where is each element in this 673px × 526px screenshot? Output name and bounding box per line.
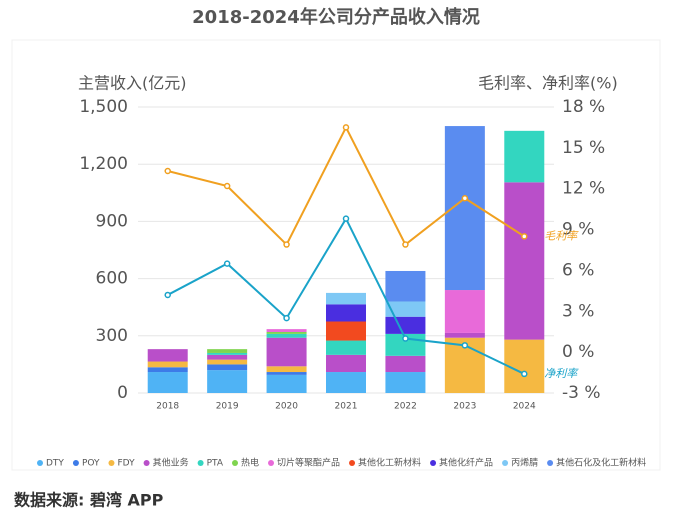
legend-swatch — [143, 460, 150, 466]
x-tick-label: 2022 — [394, 402, 417, 412]
x-tick-label: 2019 — [216, 402, 239, 412]
bar-segment — [207, 364, 248, 371]
source: 数据来源: 碧湾 APP — [14, 491, 164, 510]
y-tick-label: 0 — [117, 383, 128, 403]
bar-segment — [207, 352, 248, 355]
bar-segment — [385, 372, 426, 393]
bar-segment — [266, 331, 307, 334]
plot-panel — [11, 39, 661, 471]
bar-segment — [504, 182, 545, 340]
line-point — [283, 241, 290, 248]
legend-swatch — [349, 460, 356, 466]
bar-segment — [385, 270, 426, 302]
bar-segment — [326, 321, 366, 341]
legend-swatch — [430, 460, 437, 466]
bar-segment — [326, 304, 366, 322]
y-tick-label: 300 — [96, 326, 128, 346]
x-tick-label: 2020 — [275, 402, 298, 412]
x-tick-label: 2024 — [513, 402, 536, 412]
bar-segment — [147, 367, 188, 373]
legend-swatch — [37, 460, 43, 466]
line-point — [402, 335, 409, 342]
x-tick-label: 2021 — [335, 402, 358, 412]
legend-swatch — [232, 460, 238, 466]
y2-tick-label: 6 % — [562, 260, 594, 280]
legend-label: 其他化纤产品 — [439, 457, 493, 469]
bar-segment — [207, 349, 248, 353]
legend-swatch — [197, 460, 204, 466]
legend-swatch — [547, 460, 554, 466]
line-label: 毛利率 — [544, 229, 579, 242]
legend-label: 其他业务 — [153, 457, 189, 469]
bar-segment — [266, 372, 307, 375]
bar-segment — [326, 340, 366, 355]
y2-tick-label: 18 % — [562, 97, 605, 117]
chart-title: 2018-2024年公司分产品收入情况 — [192, 6, 480, 28]
y2-tick-label: 15 % — [562, 138, 605, 158]
line-point — [521, 233, 528, 240]
legend-swatch — [108, 460, 115, 466]
legend-label: DTY — [46, 459, 64, 469]
bar-segment — [444, 290, 485, 333]
bar-segment — [385, 355, 426, 373]
y-tick-label: 600 — [96, 269, 128, 289]
bar-segment — [147, 361, 188, 368]
line-point — [461, 194, 469, 202]
bar-segment — [504, 130, 545, 183]
bar-segment — [207, 370, 248, 393]
x-tick-label: 2018 — [156, 402, 179, 412]
y-axis-title: 主营收入(亿元) — [78, 74, 187, 93]
bar-segment — [207, 359, 248, 365]
bar-segment — [147, 372, 188, 393]
bar-segment — [207, 354, 248, 360]
legend-label: FDY — [117, 459, 135, 469]
legend-label: 丙烯腈 — [511, 457, 538, 469]
legend-label: PTA — [207, 459, 224, 469]
bar-segment — [385, 316, 426, 334]
bar-segment — [147, 349, 188, 362]
bar-segment — [266, 366, 307, 373]
line-point — [164, 291, 171, 299]
legend-label: POY — [82, 459, 100, 469]
line-point — [283, 314, 290, 322]
bar-segment — [326, 292, 366, 305]
line-label: 净利率 — [544, 367, 579, 380]
x-tick-label: 2023 — [453, 402, 476, 412]
bar-segment — [504, 339, 545, 393]
line-point — [342, 215, 350, 222]
y-tick-label: 900 — [96, 211, 128, 231]
line-point — [223, 260, 231, 267]
bar-segment — [266, 374, 307, 393]
bar-segment — [266, 329, 307, 332]
y2-axis-title: 毛利率、净利率(%) — [478, 74, 618, 93]
line-point — [342, 124, 350, 131]
y2-tick-label: -3 % — [562, 383, 601, 403]
line-point — [223, 182, 231, 190]
line-point — [461, 342, 469, 349]
y2-tick-label: 0 % — [562, 342, 594, 362]
bar-segment — [385, 301, 426, 317]
y-tick-label: 1,200 — [79, 154, 128, 174]
line-point — [164, 167, 171, 175]
legend-label: 切片等聚酯产品 — [277, 457, 340, 469]
bar-segment — [266, 337, 307, 367]
y2-tick-label: 3 % — [562, 301, 594, 321]
legend-label: 其他化工新材料 — [358, 457, 421, 469]
bar-segment — [444, 332, 485, 338]
legend-label: 其他石化及化工新材料 — [556, 457, 646, 469]
bar-segment — [326, 372, 366, 393]
line-point — [402, 241, 409, 248]
bar-segment — [326, 354, 366, 373]
legend-swatch — [72, 460, 79, 466]
legend-swatch — [268, 460, 275, 466]
line-point — [521, 370, 528, 378]
legend-swatch — [502, 460, 509, 466]
legend-label: 热电 — [241, 457, 259, 469]
bar-segment — [266, 333, 307, 338]
y2-tick-label: 9 % — [562, 220, 594, 240]
y-tick-label: 1,500 — [79, 97, 128, 117]
y2-tick-label: 12 % — [562, 179, 605, 199]
